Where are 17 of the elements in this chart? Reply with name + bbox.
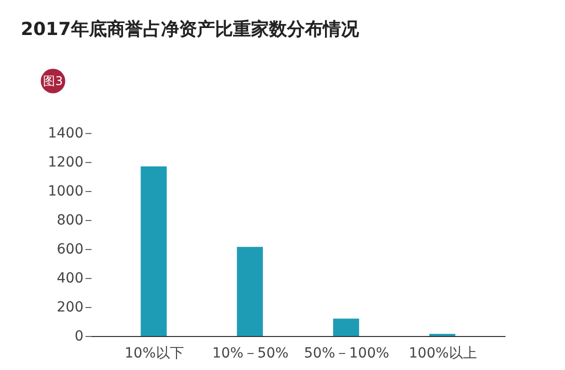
y-tick-label: 800 xyxy=(56,212,84,228)
y-tick-label: 1400 xyxy=(48,126,84,142)
bar xyxy=(236,246,263,336)
y-tick-label: 1000 xyxy=(48,184,84,200)
y-tick-label: 400 xyxy=(56,270,84,286)
y-tick-label: 0 xyxy=(74,328,84,344)
x-tick-label: 100%以上 xyxy=(408,346,477,362)
y-tick-label: 600 xyxy=(56,242,84,258)
x-tick-label: 10%－50% xyxy=(212,346,289,362)
x-tick-label: 50%－100% xyxy=(304,346,390,362)
x-tick-label: 10%以下 xyxy=(124,346,184,362)
y-tick-label: 200 xyxy=(56,300,84,316)
bar xyxy=(333,318,360,336)
chart-title: 2017年底商誉占净资产比重家数分布情况 xyxy=(20,18,360,40)
y-tick-label: 1200 xyxy=(48,154,84,170)
bar xyxy=(140,166,167,336)
caption: 图3 xyxy=(43,74,63,88)
